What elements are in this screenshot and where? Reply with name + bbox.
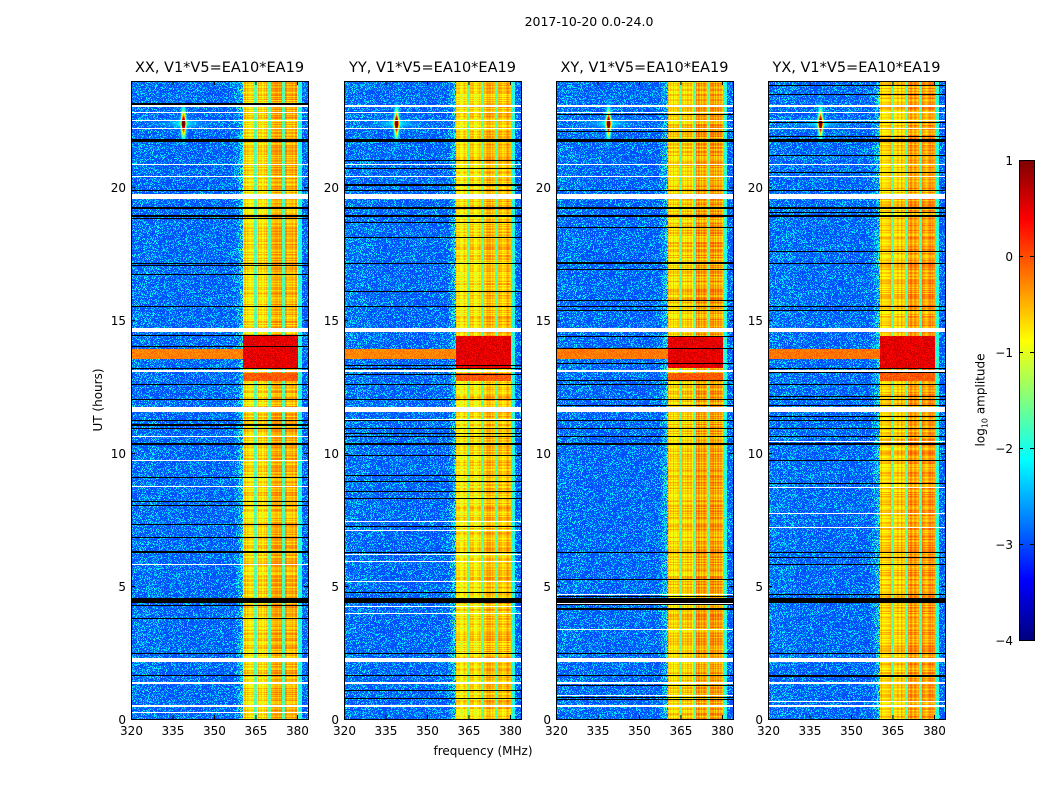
spectrogram-heatmap xyxy=(131,81,308,719)
panel-title: XX, V1*V5=EA10*EA19 xyxy=(134,60,305,76)
colorbar-tick-label: −1 xyxy=(995,345,1013,360)
y-tick-label: 15 xyxy=(747,313,763,328)
y-tick-label: 0 xyxy=(543,712,551,727)
colorbar-tick-label: 1 xyxy=(1005,153,1013,168)
x-tick-label: 365 xyxy=(669,724,693,738)
figure-title: 2017-10-20 0.0-24.0 xyxy=(524,14,654,29)
x-axis-label: frequency (MHz) xyxy=(433,744,533,758)
x-tick-label: 350 xyxy=(628,724,651,738)
y-tick-label: 20 xyxy=(110,180,126,195)
y-tick-label: 20 xyxy=(535,180,551,195)
x-tick-label: 335 xyxy=(374,724,398,738)
y-tick-label: 5 xyxy=(755,579,763,594)
colorbar-tick-label: −2 xyxy=(995,441,1013,456)
spectrogram-heatmap xyxy=(344,81,521,719)
y-tick-label: 20 xyxy=(323,180,339,195)
x-tick-label: 350 xyxy=(203,724,226,738)
x-tick-label: 380 xyxy=(710,724,734,738)
x-tick-label: 350 xyxy=(416,724,439,738)
panel-title: YX, V1*V5=EA10*EA19 xyxy=(772,60,941,76)
x-tick-label: 380 xyxy=(922,724,946,738)
y-tick-label: 10 xyxy=(110,446,126,461)
x-tick-label: 335 xyxy=(798,724,822,738)
axes-frame xyxy=(768,81,946,720)
colorbar-tick-label: 0 xyxy=(1005,249,1013,264)
y-tick-label: 20 xyxy=(747,180,763,195)
spectrogram-heatmap xyxy=(556,81,733,719)
x-tick-label: 365 xyxy=(244,724,268,738)
y-tick-label: 0 xyxy=(755,712,763,727)
spectrogram-heatmap xyxy=(768,81,945,719)
y-tick-label: 15 xyxy=(323,313,339,328)
x-tick-label: 320 xyxy=(333,724,356,738)
x-tick-label: 350 xyxy=(840,724,863,738)
y-tick-label: 0 xyxy=(331,712,339,727)
axes-frame xyxy=(344,81,522,720)
x-tick-label: 335 xyxy=(161,724,185,738)
panel-title: YY, V1*V5=EA10*EA19 xyxy=(349,60,516,76)
y-tick-label: 0 xyxy=(118,712,126,727)
x-tick-label: 380 xyxy=(498,724,522,738)
y-tick-label: 10 xyxy=(535,446,551,461)
colorbar-tick-label: −4 xyxy=(995,633,1013,648)
y-tick-label: 5 xyxy=(118,579,126,594)
colorbar-tick-label: −3 xyxy=(995,537,1013,552)
x-tick-label: 365 xyxy=(881,724,905,738)
y-tick-label: 10 xyxy=(323,446,339,461)
y-tick-label: 15 xyxy=(110,313,126,328)
x-tick-label: 320 xyxy=(545,724,568,738)
colorbar xyxy=(1019,160,1034,640)
y-tick-label: 10 xyxy=(747,446,763,461)
x-tick-label: 380 xyxy=(285,724,309,738)
axes-frame xyxy=(556,81,734,720)
x-tick-label: 320 xyxy=(120,724,143,738)
y-tick-label: 5 xyxy=(543,579,551,594)
x-tick-label: 335 xyxy=(586,724,610,738)
axes-frame xyxy=(131,81,309,720)
x-tick-label: 320 xyxy=(757,724,780,738)
colorbar-frame xyxy=(1019,160,1035,641)
y-tick-label: 15 xyxy=(535,313,551,328)
y-tick-label: 5 xyxy=(331,579,339,594)
panel-title: XY, V1*V5=EA10*EA19 xyxy=(560,60,729,76)
x-tick-label: 365 xyxy=(457,724,481,738)
